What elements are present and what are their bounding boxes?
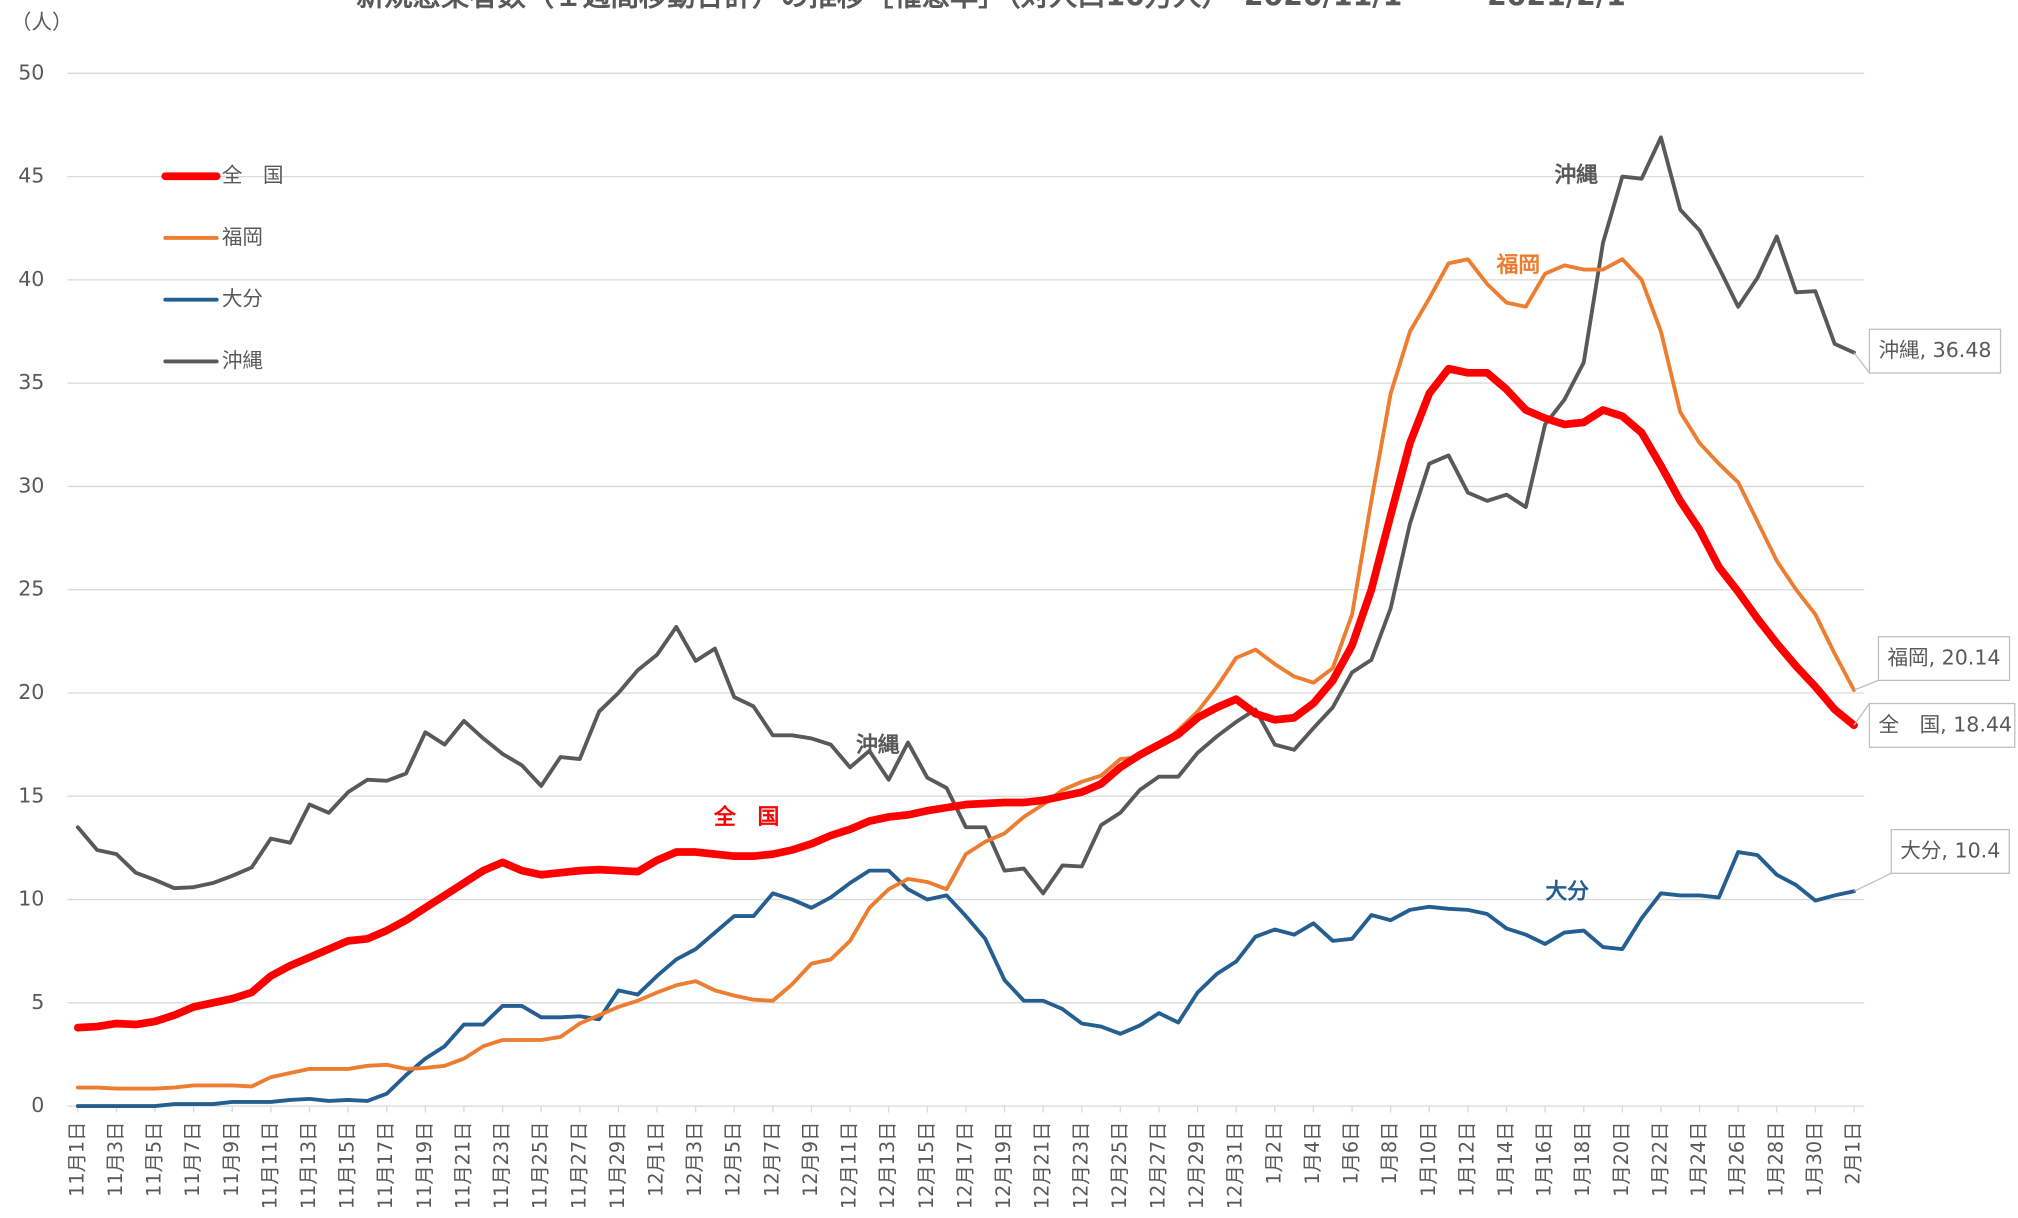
y-tick-label: 10 <box>18 887 44 911</box>
x-tick-label: 1月6日 <box>1340 1122 1363 1185</box>
annotation: 福岡 <box>1495 253 1540 278</box>
annotation: 大分 <box>1545 880 1589 905</box>
callout-label: 沖縄, 36.48 <box>1878 338 1991 362</box>
y-tick-label: 5 <box>31 990 44 1014</box>
callout: 福岡, 20.14 <box>1853 636 2011 691</box>
x-tick-label: 11月29日 <box>606 1122 629 1210</box>
x-tick-label: 1月10日 <box>1417 1122 1440 1197</box>
x-tick-label: 1月12日 <box>1455 1122 1478 1197</box>
x-tick-label: 1月28日 <box>1764 1122 1787 1197</box>
x-tick-label: 11月11日 <box>258 1122 281 1210</box>
x-tick-label: 11月27日 <box>567 1122 590 1210</box>
x-tick-label: 12月23日 <box>1069 1122 1092 1210</box>
callout-leader <box>1853 352 1870 374</box>
series-line <box>75 850 1856 1109</box>
x-tick-label: 11月19日 <box>413 1122 436 1210</box>
y-tick-label: 30 <box>18 473 44 497</box>
x-tick-label: 12月17日 <box>953 1122 976 1210</box>
legend-label: 全 国 <box>222 163 284 187</box>
x-tick-label: 12月13日 <box>876 1122 899 1210</box>
legend-label: 大分 <box>222 287 263 311</box>
x-tick-label: 12月21日 <box>1031 1122 1054 1210</box>
x-tick-label: 1月20日 <box>1610 1122 1633 1197</box>
callout-label: 福岡, 20.14 <box>1887 646 2000 670</box>
x-tick-label: 11月13日 <box>297 1122 320 1210</box>
callout-leader <box>1853 872 1892 892</box>
x-tick-label: 11月17日 <box>374 1122 397 1210</box>
x-tick-label: 11月1日 <box>65 1122 88 1197</box>
x-tick-label: 11月21日 <box>451 1122 474 1210</box>
legend-label: 福岡 <box>222 225 263 249</box>
x-tick-label: 1月16日 <box>1533 1122 1556 1197</box>
series-line <box>75 135 1856 896</box>
y-tick-label: 0 <box>31 1093 44 1117</box>
x-tick-label: 11月15日 <box>336 1122 359 1210</box>
x-tick-label: 12月25日 <box>1108 1122 1131 1210</box>
chart-title: 新規感染者数（１週間移動合計）の推移［罹患率］（対人口10万人） 2020/11… <box>356 0 1626 12</box>
x-tick-label: 1月2日 <box>1262 1122 1285 1185</box>
y-tick-label: 25 <box>18 577 44 601</box>
x-tick-label: 2月1日 <box>1842 1122 1865 1185</box>
x-tick-label: 12月29日 <box>1185 1122 1208 1210</box>
y-tick-label: 50 <box>18 60 44 84</box>
callout: 全 国, 18.44 <box>1853 702 2016 748</box>
callout-label: 大分, 10.4 <box>1900 838 2000 862</box>
x-tick-label: 12月5日 <box>722 1122 745 1197</box>
x-tick-label: 12月1日 <box>645 1122 668 1197</box>
y-axis-label: （人） <box>11 10 73 34</box>
x-tick-label: 12月3日 <box>683 1122 706 1197</box>
callout-box <box>1877 636 2011 682</box>
x-tick-label: 12月9日 <box>799 1122 822 1197</box>
y-tick-label: 35 <box>18 370 44 394</box>
x-tick-label: 1月22日 <box>1648 1122 1671 1197</box>
x-tick-label: 12月15日 <box>915 1122 938 1210</box>
x-tick-label: 1月14日 <box>1494 1122 1517 1197</box>
callout-leader <box>1853 679 1879 691</box>
x-tick-label: 11月5日 <box>143 1122 166 1197</box>
x-tick-label: 1月30日 <box>1803 1122 1826 1197</box>
x-tick-label: 1月18日 <box>1571 1122 1594 1197</box>
series-line <box>73 364 1858 1032</box>
series-line <box>75 257 1856 1091</box>
legend-label: 沖縄 <box>222 348 263 372</box>
x-tick-label: 1月26日 <box>1726 1122 1749 1197</box>
x-tick-label: 12月11日 <box>838 1122 861 1210</box>
x-tick-label: 11月3日 <box>104 1122 127 1197</box>
x-tick-label: 12月19日 <box>992 1122 1015 1210</box>
annotation: 全 国 <box>713 804 780 830</box>
y-tick-label: 45 <box>18 164 44 188</box>
x-tick-label: 12月31日 <box>1224 1122 1247 1210</box>
x-tick-label: 11月9日 <box>220 1122 243 1197</box>
y-tick-label: 20 <box>18 680 44 704</box>
callout: 大分, 10.4 <box>1853 828 2010 892</box>
x-tick-label: 11月23日 <box>490 1122 513 1210</box>
x-tick-label: 12月27日 <box>1146 1122 1169 1210</box>
x-tick-label: 1月8日 <box>1378 1122 1401 1185</box>
callout: 沖縄, 36.48 <box>1853 328 2002 374</box>
x-tick-label: 1月4日 <box>1301 1122 1324 1185</box>
annotation: 沖縄 <box>1554 163 1598 188</box>
callout-box <box>1868 328 2002 374</box>
callout-label: 全 国, 18.44 <box>1878 712 2012 736</box>
y-tick-label: 40 <box>18 267 44 291</box>
annotation: 沖縄 <box>856 733 900 758</box>
x-tick-label: 11月25日 <box>529 1122 552 1210</box>
callout-box <box>1868 702 2016 748</box>
x-tick-label: 1月24日 <box>1687 1122 1710 1197</box>
x-tick-label: 11月7日 <box>181 1122 204 1197</box>
callout-box <box>1890 828 2010 874</box>
x-tick-label: 12月7日 <box>760 1122 783 1197</box>
y-tick-label: 15 <box>18 783 44 807</box>
callout-leader <box>1853 703 1870 726</box>
